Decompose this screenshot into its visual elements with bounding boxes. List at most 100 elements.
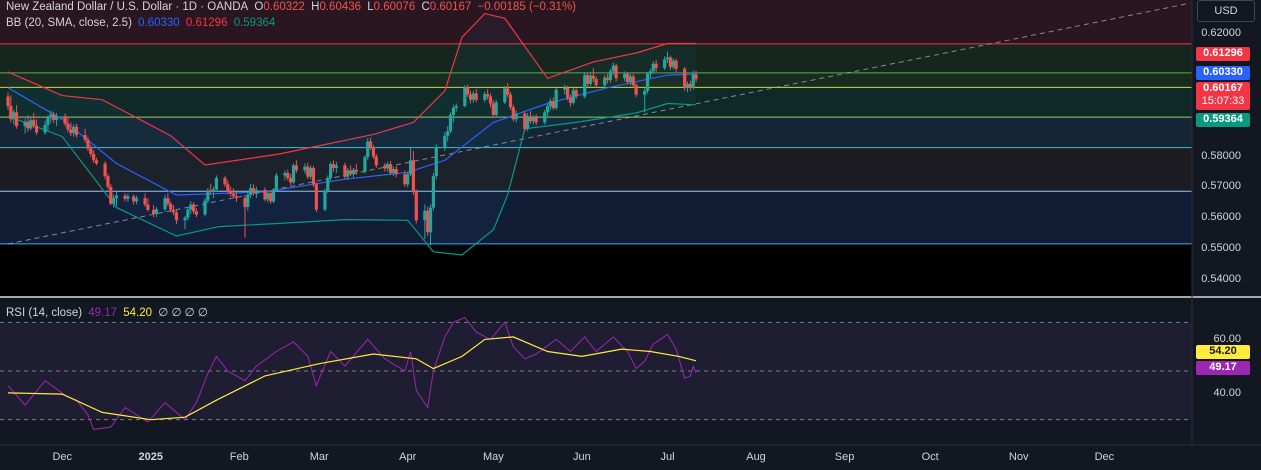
candle-body bbox=[394, 169, 398, 175]
candle-body bbox=[329, 164, 333, 178]
candle bbox=[294, 160, 298, 173]
currency-button[interactable]: USD bbox=[1197, 0, 1255, 22]
candle bbox=[251, 184, 256, 196]
candle-body bbox=[634, 85, 638, 95]
candle-body bbox=[23, 121, 27, 127]
candle bbox=[471, 90, 475, 103]
candle bbox=[605, 73, 610, 84]
candle bbox=[174, 210, 179, 225]
candle bbox=[514, 110, 518, 123]
candle-body bbox=[403, 174, 407, 185]
price-zone bbox=[0, 243, 1192, 296]
time-axis-label: Dec bbox=[1094, 451, 1115, 463]
rsi-legend[interactable]: RSI (14, close) 49.17 54.20 ∅ ∅ ∅ ∅ bbox=[6, 306, 211, 320]
candle bbox=[29, 117, 33, 131]
candle bbox=[374, 153, 378, 168]
candle bbox=[214, 175, 219, 192]
candle-body bbox=[354, 169, 358, 172]
rsi-ma-tag: 54.20 bbox=[1196, 345, 1250, 359]
bb-legend[interactable]: BB (20, SMA, close, 2.5) 0.60330 0.61296… bbox=[6, 16, 278, 30]
candle bbox=[92, 150, 96, 163]
candle bbox=[249, 183, 253, 199]
candle bbox=[34, 119, 39, 136]
candle-body bbox=[523, 113, 527, 129]
candle-body bbox=[585, 75, 590, 84]
candle bbox=[74, 123, 79, 138]
candle bbox=[431, 172, 436, 211]
candle-body bbox=[94, 160, 99, 164]
candle-body bbox=[249, 188, 253, 196]
candle bbox=[625, 71, 630, 85]
candle-body bbox=[66, 123, 70, 130]
candle bbox=[391, 166, 396, 177]
rsi-label: RSI (14, close) bbox=[6, 307, 83, 319]
candle-body bbox=[29, 120, 33, 129]
candle bbox=[588, 73, 593, 87]
candle bbox=[334, 161, 338, 173]
candle-body bbox=[331, 164, 336, 168]
time-axis-label: Aug bbox=[746, 451, 766, 463]
candle bbox=[329, 161, 333, 181]
candle bbox=[548, 98, 553, 110]
candle bbox=[189, 201, 193, 214]
candle-body bbox=[171, 209, 176, 213]
candle-body bbox=[583, 75, 587, 97]
candle-body bbox=[651, 63, 655, 72]
candle-body bbox=[223, 177, 227, 185]
candle bbox=[394, 165, 398, 178]
candle bbox=[94, 157, 99, 166]
candle bbox=[451, 104, 455, 123]
candle bbox=[663, 56, 667, 71]
candle bbox=[246, 191, 250, 211]
candle-body bbox=[112, 198, 116, 204]
candle bbox=[6, 92, 10, 110]
candle bbox=[654, 59, 658, 72]
candle bbox=[434, 144, 438, 180]
low-value: 0.60076 bbox=[373, 1, 416, 13]
candle-body bbox=[134, 198, 139, 202]
price-zone bbox=[0, 147, 1192, 192]
candle bbox=[563, 84, 567, 95]
candle-body bbox=[274, 175, 278, 190]
candle-body bbox=[531, 117, 535, 122]
candle-body bbox=[623, 73, 627, 79]
candle-body bbox=[343, 165, 347, 177]
candle-body bbox=[443, 135, 447, 148]
candle bbox=[271, 188, 276, 204]
candle-body bbox=[388, 164, 393, 173]
candle-body bbox=[146, 204, 150, 210]
candle bbox=[323, 188, 327, 212]
candle bbox=[688, 80, 692, 91]
candle-body bbox=[271, 189, 276, 202]
high-value: 0.60436 bbox=[319, 1, 362, 13]
candle-body bbox=[26, 121, 30, 129]
candle bbox=[614, 63, 618, 82]
candle bbox=[665, 51, 670, 64]
price-tick: 0.54000 bbox=[1201, 273, 1241, 285]
candle-body bbox=[103, 163, 107, 177]
candle-body bbox=[6, 96, 10, 107]
candle bbox=[568, 94, 573, 107]
candle-body bbox=[266, 193, 270, 200]
candle-body bbox=[548, 100, 553, 107]
candle-body bbox=[229, 191, 233, 194]
candle-body bbox=[431, 176, 436, 208]
candle bbox=[403, 170, 407, 187]
candle bbox=[243, 195, 247, 238]
candle-body bbox=[169, 203, 173, 210]
candle-body bbox=[468, 94, 473, 100]
candle bbox=[134, 195, 139, 205]
candle-body bbox=[571, 90, 575, 103]
rsi-tick: 40.00 bbox=[1213, 387, 1241, 399]
last-price-tag: 0.60167 15:07:33 bbox=[1196, 82, 1250, 110]
candle-body bbox=[506, 88, 510, 95]
candle bbox=[634, 83, 638, 98]
candle-body bbox=[685, 83, 690, 88]
candle-body bbox=[123, 195, 127, 199]
candle bbox=[191, 201, 196, 214]
candle bbox=[388, 160, 393, 175]
price-tick: 0.56000 bbox=[1201, 211, 1241, 223]
candle bbox=[186, 207, 190, 221]
candle-body bbox=[625, 73, 630, 83]
